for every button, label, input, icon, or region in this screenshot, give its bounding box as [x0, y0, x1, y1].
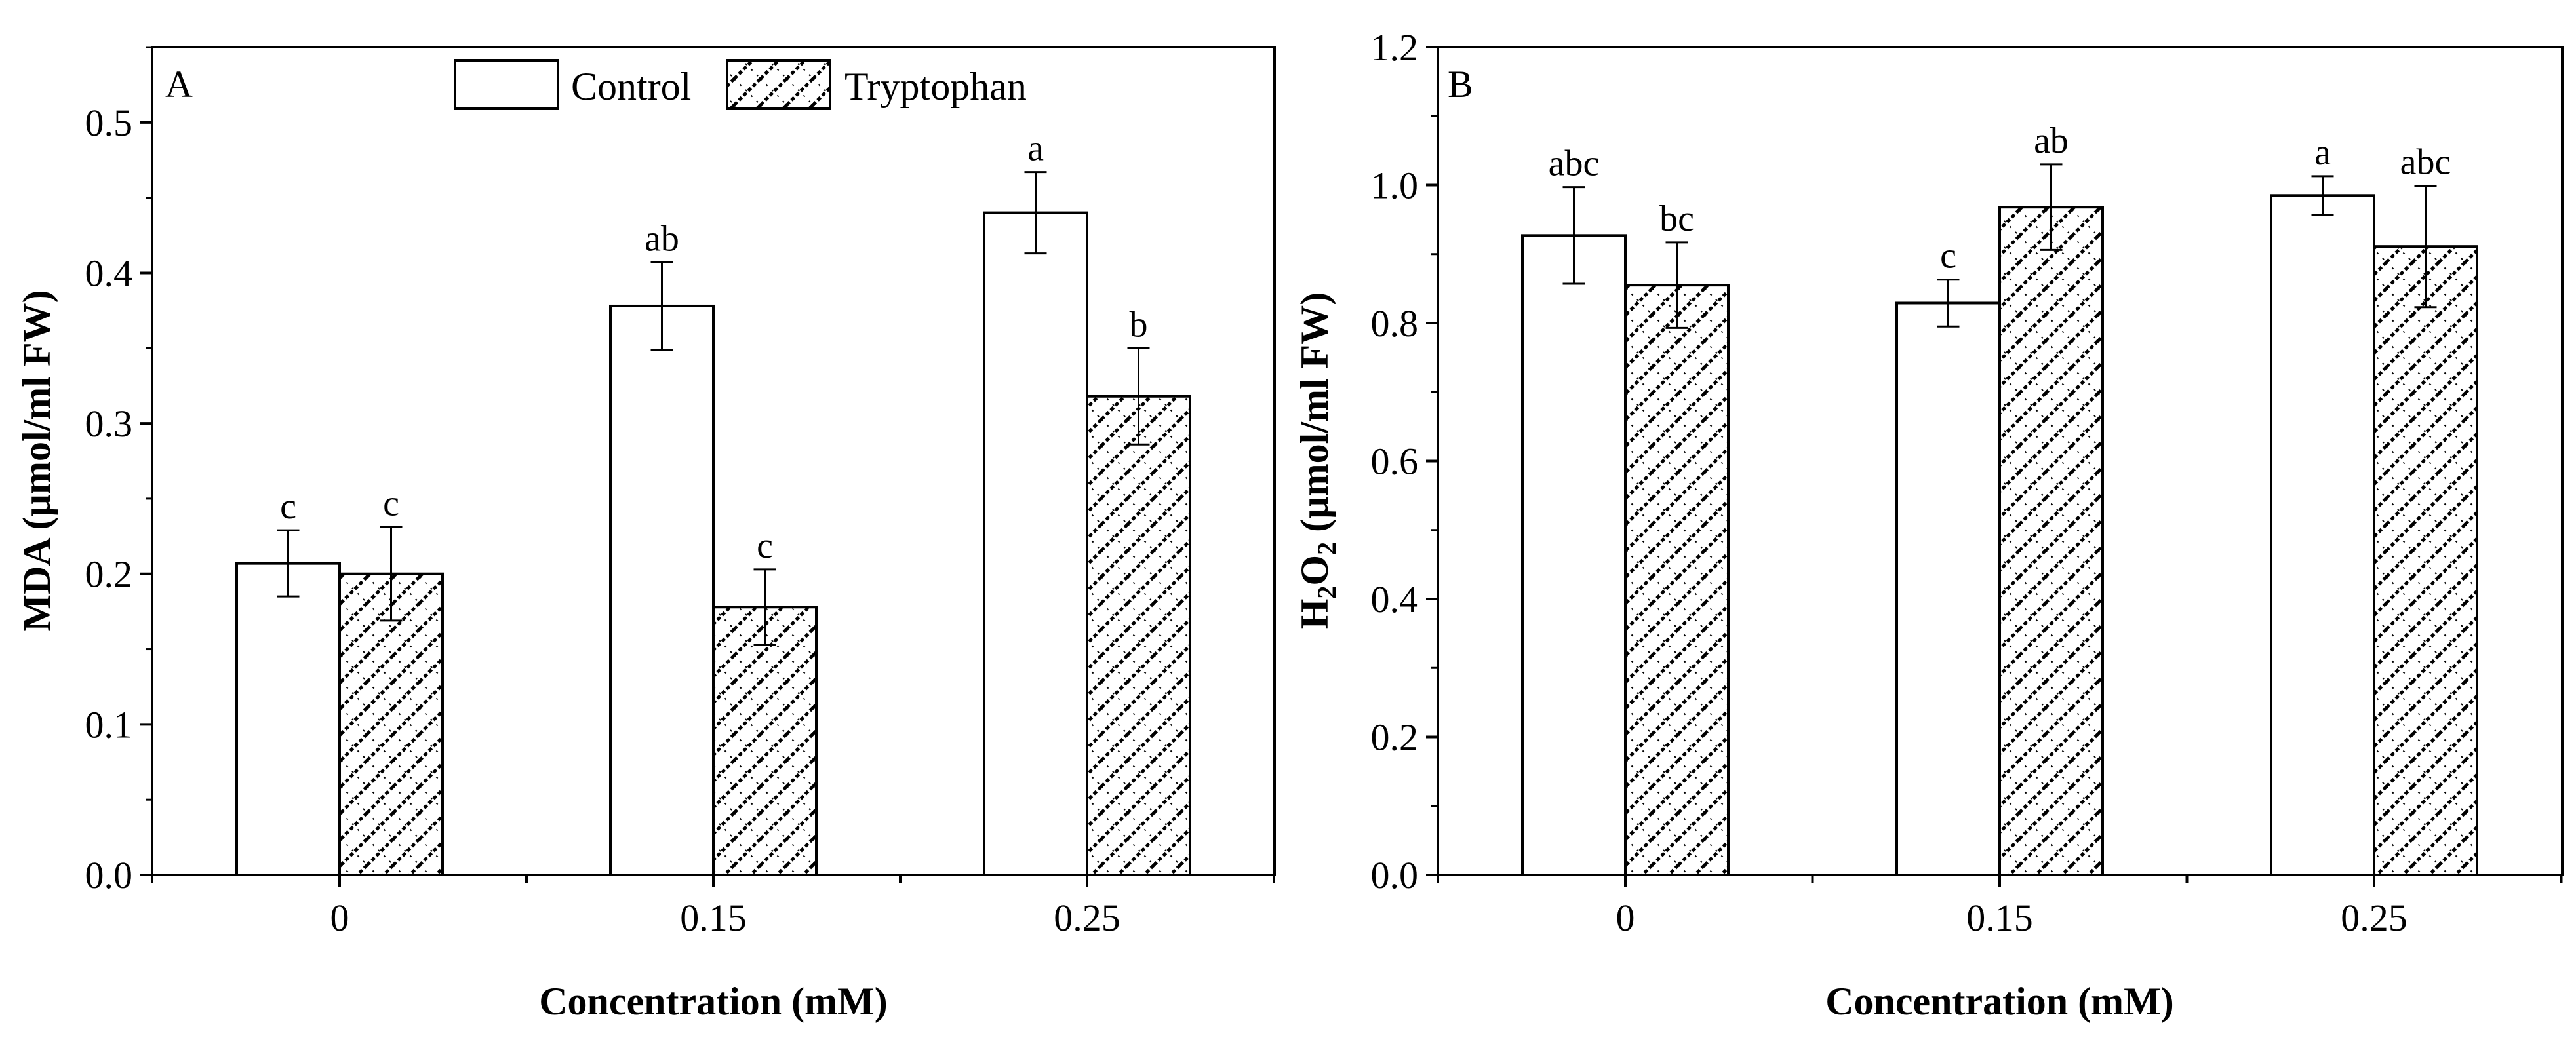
legend-label-control: Control — [571, 65, 691, 108]
panel-b-x-axis: 0 0.15 0.25 — [1437, 875, 2563, 939]
panel-a-x-tick-label: 0 — [330, 897, 349, 939]
panel-b-label: B — [1448, 63, 1473, 106]
panel-b-x-tick-label: 0.15 — [1966, 897, 2033, 939]
panel-a-y-tick-label: 0.3 — [85, 402, 133, 445]
panel-b-significance-label: c — [1940, 236, 1956, 277]
panel-a-significance-label: c — [280, 486, 296, 527]
panel-b-significance-label: abc — [1549, 144, 1600, 184]
panel-a-bar-control — [609, 304, 715, 876]
panel-b: B 0.00.20.40.60.81.01.2 0 0.15 0.25 abccab… — [1293, 26, 2564, 1023]
panel-a-y-tick-label: 0.0 — [85, 854, 133, 897]
panel-b-bar-control — [2270, 194, 2375, 877]
panel-a-x-axis: 0 0.15 0.25 — [151, 875, 1275, 939]
panel-a-x-tick-label: 0.25 — [1054, 897, 1120, 939]
panel-a-significance-label: c — [383, 484, 399, 524]
panel-b-bar-tryptophan — [1998, 206, 2104, 876]
panel-a-significance-label: c — [757, 526, 773, 566]
panel-a-bar-control — [983, 211, 1088, 877]
panel-a-bar-control — [235, 562, 341, 876]
panel-b-bar-tryptophan — [1624, 284, 1730, 876]
panel-b-y-tick-label: 0.6 — [1371, 440, 1419, 483]
panel-a-bar-tryptophan — [338, 572, 444, 877]
panel-a-significance-label: b — [1130, 304, 1148, 345]
legend-swatch-tryptophan — [726, 59, 831, 110]
panel-a-y-tick-label: 0.5 — [85, 102, 133, 144]
panel-b-significance-label: bc — [1659, 199, 1694, 239]
panel-a-y-axis: 0.0 0.1 0.2 0.3 0.4 0.5 — [85, 46, 152, 897]
panel-b-x-tick-label: 0.25 — [2341, 897, 2408, 939]
legend: Control Tryptophan — [454, 59, 1027, 110]
panel-a-label: A — [165, 63, 193, 106]
panel-b-x-tick-label: 0 — [1616, 897, 1635, 939]
panel-a-x-title: Concentration (mM) — [539, 980, 888, 1023]
panel-b-y-tick-label: 0.2 — [1371, 716, 1419, 759]
panel-b-y-tick-label: 0.4 — [1371, 578, 1419, 621]
panel-b-bar-control — [1521, 234, 1627, 876]
panel-b-y-tick-label: 0.0 — [1371, 854, 1419, 897]
panel-a-y-title: MDA (µmol/ml FW) — [15, 290, 58, 631]
panel-b-y-tick-label: 1.0 — [1371, 164, 1419, 207]
panel-a-y-tick-label: 0.4 — [85, 252, 133, 294]
panel-a-bar-tryptophan — [712, 606, 818, 876]
panel-a-significance-label: a — [1027, 128, 1044, 169]
panel-b-bar-tryptophan — [2373, 245, 2478, 876]
panel-b-significance-label: a — [2314, 132, 2331, 173]
legend-swatch-control — [454, 59, 559, 110]
panel-a: A 0.0 0.1 0.2 0.3 0.4 0.5 0 0.15 0.25 c ab a c c b C… — [15, 46, 1276, 1023]
panel-b-y-tick-label: 0.8 — [1371, 302, 1419, 345]
panel-a-bars: c ab a c c b — [235, 128, 1191, 877]
panel-b-y-axis: 0.0 0.2 0.4 0.6 0.8 1.0 1.2 — [1371, 26, 1438, 897]
panel-b-y-tick-label: 1.2 — [1371, 26, 1419, 69]
panel-a-y-tick-label: 0.2 — [85, 553, 133, 596]
panel-b-significance-label: abc — [2400, 142, 2451, 183]
panel-a-significance-label: ab — [644, 218, 679, 259]
panel-b-bar-control — [1895, 301, 2001, 877]
panel-b-x-title: Concentration (mM) — [1825, 980, 2174, 1023]
panel-b-y-title: H2O2 (µmol/ml FW) — [1293, 292, 1341, 630]
panel-a-bar-tryptophan — [1086, 395, 1191, 876]
panel-b-significance-label: ab — [2034, 121, 2069, 161]
panel-a-x-tick-label: 0.15 — [680, 897, 747, 939]
legend-label-tryptophan: Tryptophan — [844, 65, 1027, 108]
panel-a-y-tick-label: 0.1 — [85, 703, 133, 746]
